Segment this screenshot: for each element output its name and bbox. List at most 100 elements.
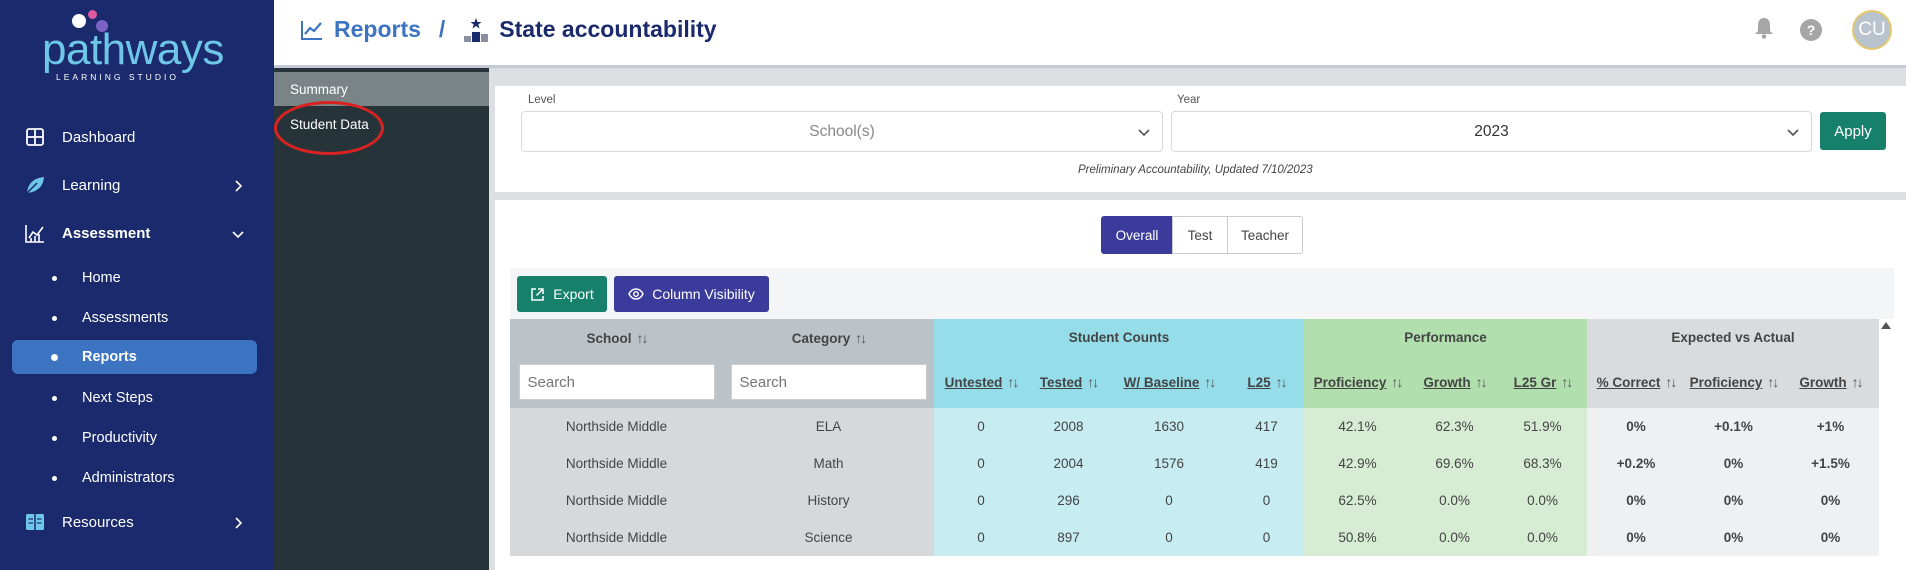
sidebar-item-assessment[interactable]: Assessment bbox=[0, 212, 274, 254]
pathways-logo[interactable]: pathways LEARNING STUDIO bbox=[36, 8, 236, 82]
tab-overall[interactable]: Overall bbox=[1101, 216, 1173, 254]
cell-school: Northside Middle bbox=[510, 408, 723, 445]
cell-untested: 0 bbox=[934, 445, 1028, 482]
help-icon[interactable]: ? bbox=[1800, 19, 1822, 41]
col-l25-label: L25 bbox=[1247, 375, 1271, 390]
sidebar-subitem-label: Productivity bbox=[82, 430, 157, 446]
eye-icon bbox=[628, 288, 645, 300]
subnav-summary[interactable]: Summary bbox=[274, 72, 489, 106]
sort-icon[interactable]: ↑↓ bbox=[1204, 374, 1216, 390]
sidebar-item-resources[interactable]: Resources bbox=[0, 501, 274, 543]
col-school-header[interactable]: School ↑↓ bbox=[510, 319, 723, 356]
cell-pct-correct: +0.2% bbox=[1587, 445, 1685, 482]
col-growth-header[interactable]: Growth ↑↓ bbox=[1411, 356, 1498, 408]
sidebar-subitem-home[interactable]: Home bbox=[12, 261, 257, 295]
chevron-down-icon bbox=[1138, 129, 1150, 137]
cell-tested: 2008 bbox=[1028, 408, 1109, 445]
tab-teacher[interactable]: Teacher bbox=[1227, 216, 1303, 254]
col-growth-label: Growth bbox=[1423, 375, 1471, 390]
col-baseline-header[interactable]: W/ Baseline ↑↓ bbox=[1109, 356, 1229, 408]
bullet bbox=[52, 435, 57, 441]
sort-icon[interactable]: ↑↓ bbox=[1665, 374, 1677, 390]
cell-ev-growth: +1.5% bbox=[1782, 445, 1879, 482]
bullet bbox=[52, 275, 57, 281]
cell-ev-proficiency: +0.1% bbox=[1685, 408, 1782, 445]
sidebar: pathways LEARNING STUDIO Dashboard Learn… bbox=[0, 0, 274, 570]
avatar[interactable]: CU bbox=[1852, 10, 1892, 50]
cell-tested: 296 bbox=[1028, 482, 1109, 519]
cell-l25: 0 bbox=[1229, 482, 1304, 519]
col-l25gr-label: L25 Gr bbox=[1513, 375, 1557, 390]
category-search-input[interactable] bbox=[730, 364, 927, 400]
export-button[interactable]: Export bbox=[517, 276, 607, 312]
sidebar-subitem-reports[interactable]: Reports bbox=[12, 340, 257, 374]
chevron-right-icon bbox=[232, 516, 244, 529]
bullet bbox=[52, 395, 57, 401]
logo-dot bbox=[72, 14, 86, 28]
col-l25gr-header[interactable]: L25 Gr ↑↓ bbox=[1498, 356, 1587, 408]
school-search-input[interactable] bbox=[518, 364, 715, 400]
col-l25-header[interactable]: L25 ↑↓ bbox=[1229, 356, 1304, 408]
sidebar-subitem-next-steps[interactable]: Next Steps bbox=[12, 381, 257, 415]
cell-growth: 0.0% bbox=[1411, 519, 1498, 556]
sidebar-subitem-label: Administrators bbox=[82, 470, 175, 486]
cell-growth: 69.6% bbox=[1411, 445, 1498, 482]
cell-proficiency: 62.5% bbox=[1304, 482, 1411, 519]
col-pct-correct-header[interactable]: % Correct ↑↓ bbox=[1587, 356, 1685, 408]
group-performance: Performance bbox=[1304, 319, 1587, 356]
col-pct-correct-label: % Correct bbox=[1596, 375, 1661, 390]
level-select[interactable]: School(s) bbox=[521, 111, 1163, 152]
col-tested-header[interactable]: Tested ↑↓ bbox=[1028, 356, 1109, 408]
col-baseline-label: W/ Baseline bbox=[1123, 375, 1200, 390]
chart-icon bbox=[24, 222, 46, 244]
sort-icon[interactable]: ↑↓ bbox=[1475, 374, 1488, 390]
cell-proficiency: 42.9% bbox=[1304, 445, 1411, 482]
apply-button[interactable]: Apply bbox=[1820, 112, 1886, 150]
cell-pct-correct: 0% bbox=[1587, 408, 1685, 445]
sidebar-item-learning[interactable]: Learning bbox=[0, 164, 274, 206]
cell-pct-correct: 0% bbox=[1587, 482, 1685, 519]
sort-icon[interactable]: ↑↓ bbox=[1391, 374, 1403, 390]
col-ev-growth-header[interactable]: Growth ↑↓ bbox=[1782, 356, 1879, 408]
sidebar-subitem-productivity[interactable]: Productivity bbox=[12, 421, 257, 455]
page-title: State accountability bbox=[499, 16, 717, 42]
cell-ev-growth: +1% bbox=[1782, 408, 1879, 445]
column-visibility-button[interactable]: Column Visibility bbox=[614, 276, 769, 312]
bell-icon[interactable] bbox=[1754, 17, 1774, 42]
cell-proficiency: 50.8% bbox=[1304, 519, 1411, 556]
scroll-up-arrow[interactable] bbox=[1881, 322, 1891, 329]
sort-icon[interactable]: ↑↓ bbox=[1087, 374, 1099, 390]
col-untested-header[interactable]: Untested ↑↓ bbox=[934, 356, 1028, 408]
sort-icon[interactable]: ↑↓ bbox=[1767, 374, 1779, 390]
sort-icon[interactable]: ↑↓ bbox=[1275, 374, 1288, 390]
sidebar-subitem-administrators[interactable]: Administrators bbox=[12, 461, 257, 495]
sidebar-item-label: Resources bbox=[62, 513, 134, 531]
year-select[interactable]: 2023 bbox=[1171, 111, 1812, 152]
sidebar-item-dashboard[interactable]: Dashboard bbox=[0, 116, 274, 158]
cell-l25gr: 0.0% bbox=[1498, 482, 1587, 519]
sort-icon[interactable]: ↑↓ bbox=[855, 329, 867, 346]
col-school-label: School bbox=[586, 330, 632, 346]
sort-icon[interactable]: ↑↓ bbox=[1851, 374, 1864, 390]
cell-school: Northside Middle bbox=[510, 445, 723, 482]
sidebar-subitem-assessments[interactable]: Assessments bbox=[12, 301, 257, 335]
category-search-cell bbox=[723, 356, 934, 408]
sort-icon[interactable]: ↑↓ bbox=[636, 329, 649, 346]
breadcrumb-reports-link[interactable]: Reports bbox=[334, 16, 421, 42]
top-bar: Reports / State accountability ? CU bbox=[274, 0, 1906, 68]
cell-untested: 0 bbox=[934, 408, 1028, 445]
leaf-icon bbox=[24, 174, 46, 196]
table-group-header: School ↑↓ Category ↑↓ Student Counts Perfo… bbox=[510, 319, 1879, 356]
sort-icon[interactable]: ↑↓ bbox=[1561, 374, 1573, 390]
cell-category: Math bbox=[723, 445, 934, 482]
cell-school: Northside Middle bbox=[510, 482, 723, 519]
tab-test[interactable]: Test bbox=[1172, 216, 1228, 254]
sidebar-subitem-label: Reports bbox=[82, 349, 137, 365]
sort-icon[interactable]: ↑↓ bbox=[1007, 374, 1019, 390]
col-ev-proficiency-header[interactable]: Proficiency ↑↓ bbox=[1685, 356, 1782, 408]
col-proficiency-header[interactable]: Proficiency ↑↓ bbox=[1304, 356, 1411, 408]
accountability-note: Preliminary Accountability, Updated 7/10… bbox=[1078, 164, 1313, 176]
external-link-icon bbox=[531, 287, 545, 301]
col-category-header[interactable]: Category ↑↓ bbox=[723, 319, 934, 356]
chevron-down-icon bbox=[1787, 129, 1799, 137]
